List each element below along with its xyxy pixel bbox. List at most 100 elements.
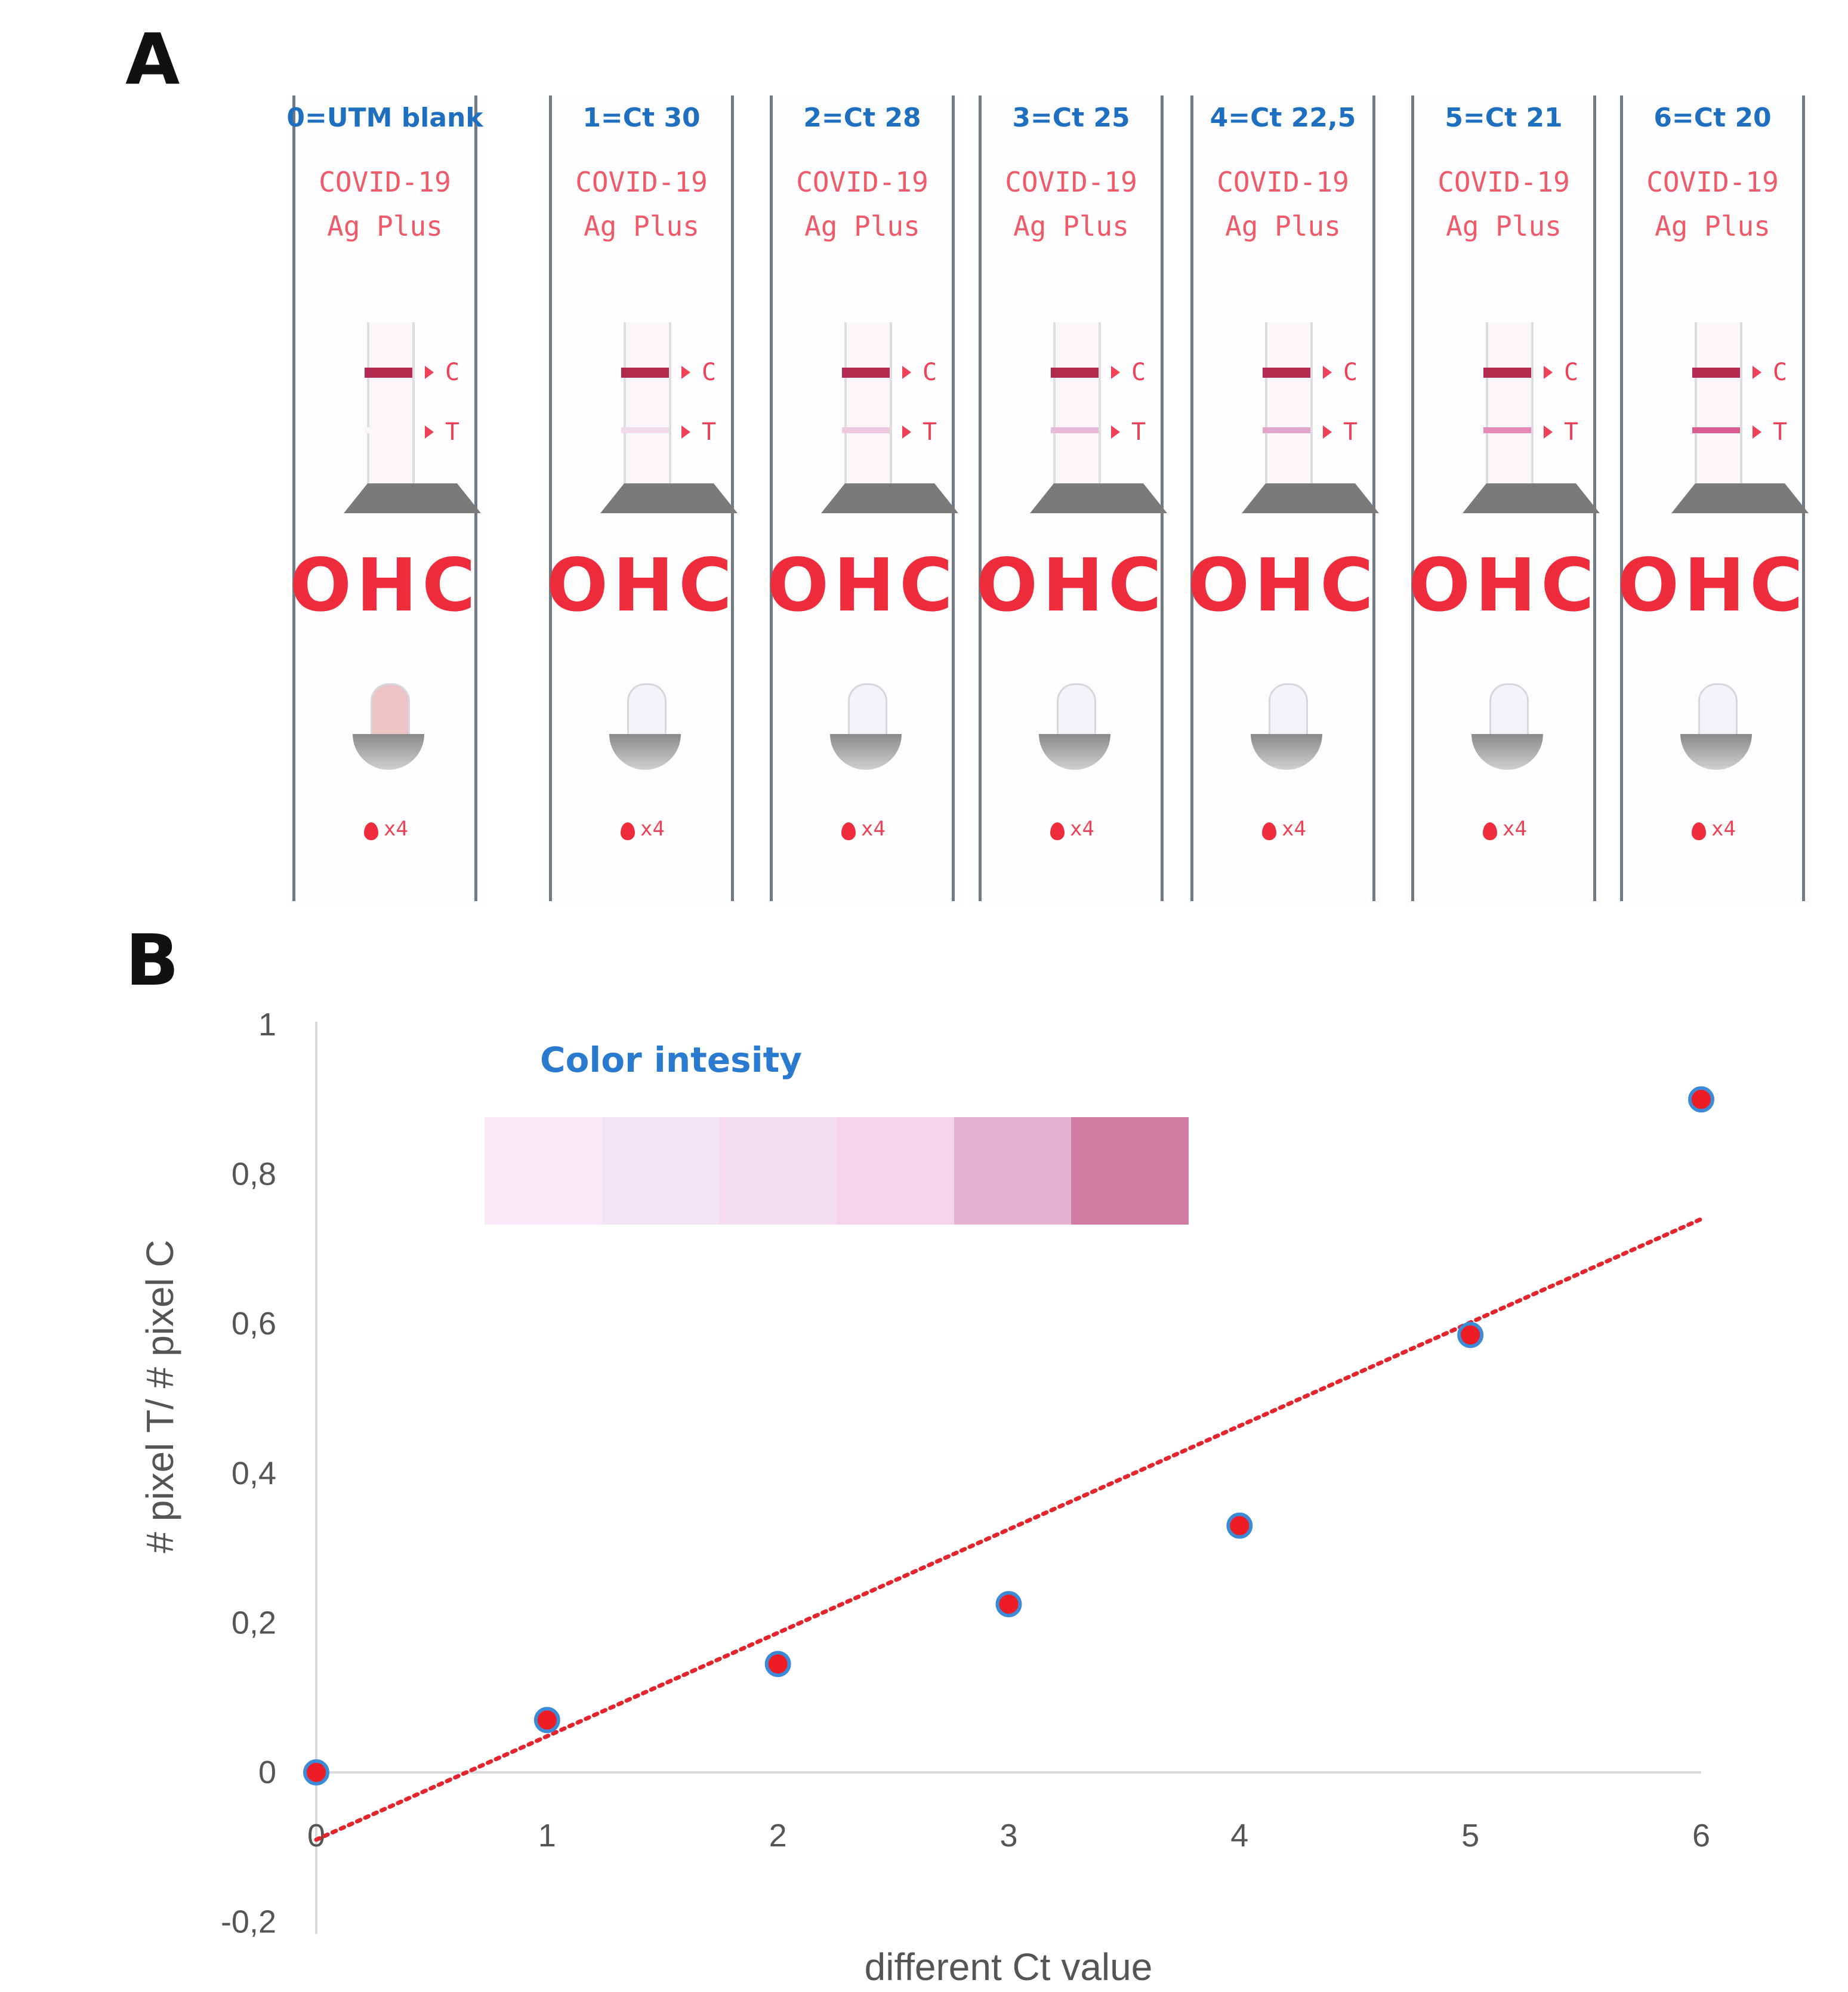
test-arrow-icon: [1753, 425, 1761, 439]
strip-product-name: COVID-19: [319, 166, 451, 198]
drop-icon: [621, 822, 635, 840]
panel-b-label: B: [125, 919, 179, 1001]
strip-result-window: [367, 322, 415, 483]
control-line: [621, 368, 669, 378]
test-arrow-icon: [681, 425, 690, 439]
strip-brand-logo: OHC: [767, 543, 958, 628]
strip-product-variant: Ag Plus: [1013, 210, 1129, 242]
strip-window-base: [1671, 483, 1809, 513]
panel-a-label: A: [125, 18, 180, 100]
test-mark: T: [1131, 418, 1146, 446]
color-intensity-swatch: [954, 1117, 1072, 1225]
strip-window-base: [344, 483, 481, 513]
test-line: [842, 427, 890, 433]
strip-result-window: [1486, 322, 1534, 483]
control-mark: C: [1131, 359, 1146, 386]
strip-title: 3=Ct 25: [1012, 103, 1130, 133]
trend-line: [314, 1217, 1704, 1842]
x-tick-label: 3: [999, 1818, 1017, 1854]
color-intensity-bar: [485, 1117, 1189, 1225]
drop-icon: [841, 822, 856, 840]
test-mark: T: [923, 418, 937, 446]
strip-title: 2=Ct 28: [803, 103, 921, 133]
strip-window-base: [600, 483, 738, 513]
strip-product-variant: Ag Plus: [327, 210, 443, 242]
x-tick-label: 5: [1461, 1818, 1479, 1854]
control-arrow-icon: [1544, 366, 1553, 379]
test-mark: T: [1564, 418, 1579, 446]
drop-count: x4: [384, 817, 408, 841]
drop-icon: [1262, 822, 1276, 840]
x-tick-label: 1: [538, 1818, 556, 1854]
test-arrow-icon: [1323, 425, 1332, 439]
control-mark: C: [702, 359, 717, 386]
control-line: [1483, 368, 1531, 378]
strip-product-name: COVID-19: [796, 166, 928, 198]
strip-title: 5=Ct 21: [1445, 103, 1563, 133]
control-mark: C: [923, 359, 937, 386]
y-axis-title: # pixel T/ # pixel C: [138, 1239, 181, 1553]
control-line: [1051, 368, 1099, 378]
y-tick-label: 0,6: [232, 1306, 276, 1342]
strip-window-base: [1242, 483, 1379, 513]
strip-edge: [549, 95, 552, 901]
test-mark: T: [1343, 418, 1358, 446]
y-tick-label: 0,4: [232, 1456, 276, 1491]
data-point: [1688, 1086, 1714, 1113]
test-strip: 1=Ct 30 COVID-19 Ag Plus C T OHC x4: [543, 95, 740, 907]
strip-title: 6=Ct 20: [1653, 103, 1772, 133]
strip-edge: [770, 95, 773, 901]
data-point: [1457, 1321, 1484, 1348]
strip-window-base: [1030, 483, 1167, 513]
test-mark: T: [1773, 418, 1788, 446]
strip-product-variant: Ag Plus: [1655, 210, 1770, 242]
control-arrow-icon: [1323, 366, 1332, 379]
test-strip: 5=Ct 21 COVID-19 Ag Plus C T OHC x4: [1405, 95, 1602, 907]
x-tick-label: 0: [307, 1818, 325, 1854]
data-point: [533, 1707, 560, 1734]
data-point: [995, 1591, 1022, 1618]
data-point: [1226, 1512, 1253, 1539]
control-mark: C: [1773, 359, 1788, 386]
strip-result-window: [844, 322, 892, 483]
control-arrow-icon: [902, 366, 911, 379]
test-arrow-icon: [1111, 425, 1120, 439]
control-line: [842, 368, 890, 378]
x-tick-label: 4: [1230, 1818, 1248, 1854]
y-tick-label: 1: [258, 1007, 276, 1043]
color-intensity-swatch: [485, 1117, 602, 1225]
strip-edge: [1620, 95, 1623, 901]
strip-result-window: [1265, 322, 1313, 483]
y-tick-label: -0,2: [221, 1904, 276, 1940]
test-line: [1051, 427, 1099, 433]
strip-product-name: COVID-19: [575, 166, 708, 198]
test-strip: 3=Ct 25 COVID-19 Ag Plus C T OHC x4: [973, 95, 1170, 907]
strip-product-variant: Ag Plus: [804, 210, 920, 242]
test-strip: 2=Ct 28 COVID-19 Ag Plus C T OHC x4: [764, 95, 961, 907]
control-arrow-icon: [425, 366, 434, 379]
strip-edge: [1411, 95, 1414, 901]
test-mark: T: [702, 418, 717, 446]
control-arrow-icon: [681, 366, 690, 379]
y-tick-label: 0,8: [232, 1157, 276, 1192]
control-mark: C: [1343, 359, 1358, 386]
test-strip: 4=Ct 22,5 COVID-19 Ag Plus C T OHC x4: [1184, 95, 1381, 907]
test-mark: T: [445, 418, 460, 446]
test-line: [1692, 427, 1740, 433]
strip-product-variant: Ag Plus: [1446, 210, 1562, 242]
strip-product-name: COVID-19: [1217, 166, 1349, 198]
test-line: [1263, 427, 1310, 433]
test-strip: 0=UTM blank COVID-19 Ag Plus C T OHC x4: [286, 95, 483, 907]
x-tick-label: 6: [1692, 1818, 1710, 1854]
test-arrow-icon: [425, 425, 434, 439]
drop-count: x4: [640, 817, 665, 841]
strip-title: 4=Ct 22,5: [1210, 103, 1356, 133]
test-line: [365, 427, 412, 433]
strip-brand-logo: OHC: [1408, 543, 1599, 628]
test-line: [1483, 427, 1531, 433]
drop-icon: [364, 822, 378, 840]
y-tick-label: 0,2: [232, 1605, 276, 1641]
control-line: [365, 368, 412, 378]
strip-edge: [979, 95, 982, 901]
drop-count: x4: [1070, 817, 1094, 841]
